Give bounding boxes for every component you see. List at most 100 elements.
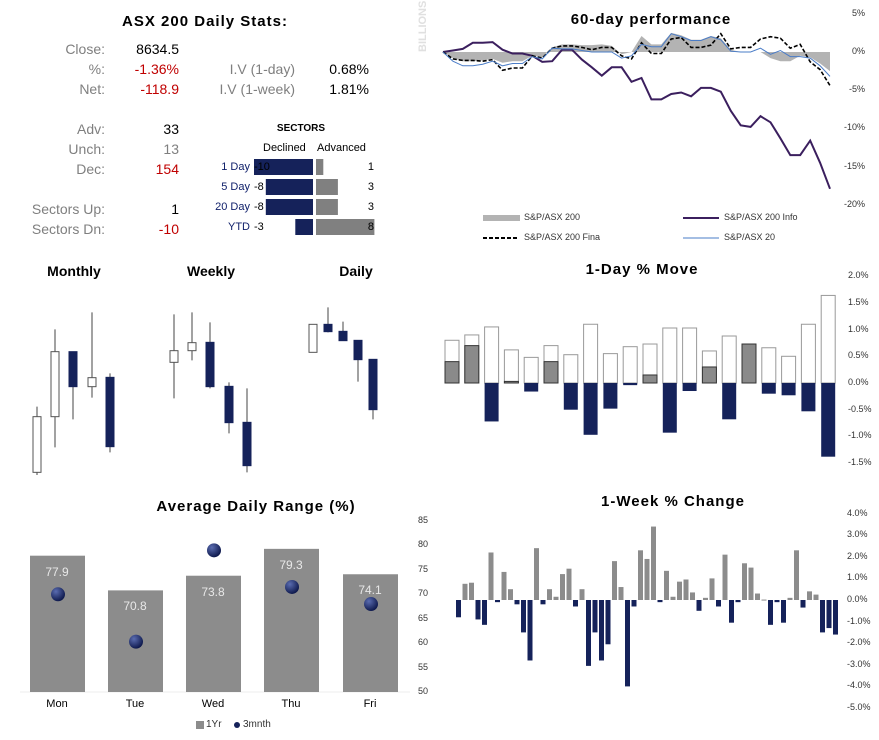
high-bar: [583, 323, 599, 384]
billions-label: BILLIONS: [417, 0, 429, 52]
candle-down: [224, 385, 234, 424]
positive-bar: [612, 561, 617, 600]
positive-bar: [664, 570, 669, 600]
dot-3mnth: [51, 587, 65, 602]
candle-down: [368, 358, 378, 411]
high-bar: [682, 327, 698, 384]
adr-y-tick: 50: [418, 686, 429, 696]
bar-value-label: 73.8: [201, 584, 225, 599]
positive-bar: [469, 582, 474, 600]
sector-period-label: 5 Day: [221, 181, 250, 193]
positive-bar: [703, 597, 708, 600]
dot-3mnth: [364, 597, 378, 612]
positive-bar: [670, 596, 676, 600]
negative-bar: [657, 600, 663, 603]
positive-bar: [690, 592, 695, 600]
low-bar: [801, 383, 816, 412]
sectors-dn-value: -10: [158, 221, 179, 237]
adv-value: 33: [163, 121, 179, 137]
perf-y-tick: -5%: [848, 84, 865, 95]
declined-bar: [265, 199, 313, 215]
bar-1yr: [343, 574, 398, 692]
declined-header: Declined: [263, 142, 306, 154]
candle-down: [338, 330, 348, 342]
close-up-bar: [444, 361, 460, 384]
candle-down: [205, 341, 215, 388]
high-bar: [820, 294, 836, 384]
negative-bar: [800, 600, 806, 608]
negative-bar: [540, 600, 546, 605]
one-week-y-tick: 4.0%: [847, 507, 868, 518]
positive-bar: [560, 574, 565, 600]
declined-bar: [254, 159, 313, 175]
close-up-bar: [741, 343, 757, 384]
day-label: Wed: [201, 698, 225, 710]
low-bar: [781, 383, 796, 396]
one-day-y-tick: -1.5%: [848, 457, 872, 468]
positive-bar: [566, 568, 572, 600]
sector-period-label: 20 Day: [215, 201, 250, 213]
positive-bar: [683, 579, 689, 600]
iv-1week-label: I.V (1-week): [219, 81, 295, 97]
close-value: 8634.5: [136, 41, 179, 57]
high-bar: [622, 346, 638, 384]
series-line-s-p-asx-20: [442, 33, 831, 77]
day-label: Fri: [363, 698, 377, 710]
candle-up: [32, 416, 42, 473]
declined-bar: [295, 219, 313, 235]
negative-bar: [781, 600, 786, 623]
legend-label-3mnth: 3mnth: [243, 719, 271, 730]
iv-1day-value: 0.68%: [329, 61, 369, 77]
one-day-y-tick: 0.0%: [848, 377, 869, 387]
series-line-s-p-asx-200-info: [442, 41, 831, 190]
one-week-y-tick: -2.0%: [847, 637, 871, 648]
positive-bar: [794, 550, 799, 600]
high-bar: [563, 354, 579, 384]
dot-3mnth: [129, 634, 143, 649]
legend-label: S&P/ASX 200: [524, 212, 581, 222]
negative-bar: [729, 600, 734, 623]
advanced-count: 3: [367, 181, 374, 193]
low-bar: [524, 383, 539, 392]
declined-count: -3: [254, 221, 264, 233]
negative-bar: [820, 600, 825, 633]
low-bar: [603, 383, 618, 409]
positive-bar: [813, 594, 819, 600]
one-week-change-title: 1-Week % Change: [601, 493, 745, 510]
dec-label: Dec:: [76, 161, 105, 177]
close-up-bar: [464, 345, 480, 384]
candle-up: [50, 351, 60, 418]
adr-y-tick: 80: [418, 539, 429, 550]
advanced-header: Advanced: [317, 142, 366, 154]
negative-bar: [696, 600, 702, 611]
low-bar: [623, 383, 638, 386]
high-bar: [781, 355, 797, 384]
adr-y-tick: 75: [418, 563, 429, 574]
one-week-y-tick: 3.0%: [847, 529, 868, 540]
adv-label: Adv:: [76, 121, 105, 137]
candle-up: [187, 342, 197, 352]
perf-y-tick: 0%: [851, 46, 865, 56]
declined-count: -8: [254, 181, 264, 193]
net-value: -118.9: [140, 81, 179, 97]
negative-bar: [833, 600, 838, 635]
negative-bar: [514, 600, 520, 605]
positive-bar: [709, 578, 715, 600]
low-bar: [563, 383, 578, 410]
high-bar: [484, 326, 500, 384]
negative-bar: [456, 600, 461, 618]
low-bar: [761, 383, 776, 394]
positive-bar: [742, 563, 747, 600]
one-week-y-tick: 1.0%: [847, 572, 868, 583]
legend-swatch: [483, 215, 520, 221]
high-bar: [721, 335, 737, 384]
bar-1yr: [30, 555, 85, 692]
positive-bar: [508, 589, 513, 600]
declined-count: -8: [254, 201, 264, 213]
negative-bar: [475, 600, 481, 620]
high-bar: [503, 349, 519, 384]
day-label: Tue: [125, 698, 145, 710]
pct-value: -1.36%: [134, 61, 179, 77]
